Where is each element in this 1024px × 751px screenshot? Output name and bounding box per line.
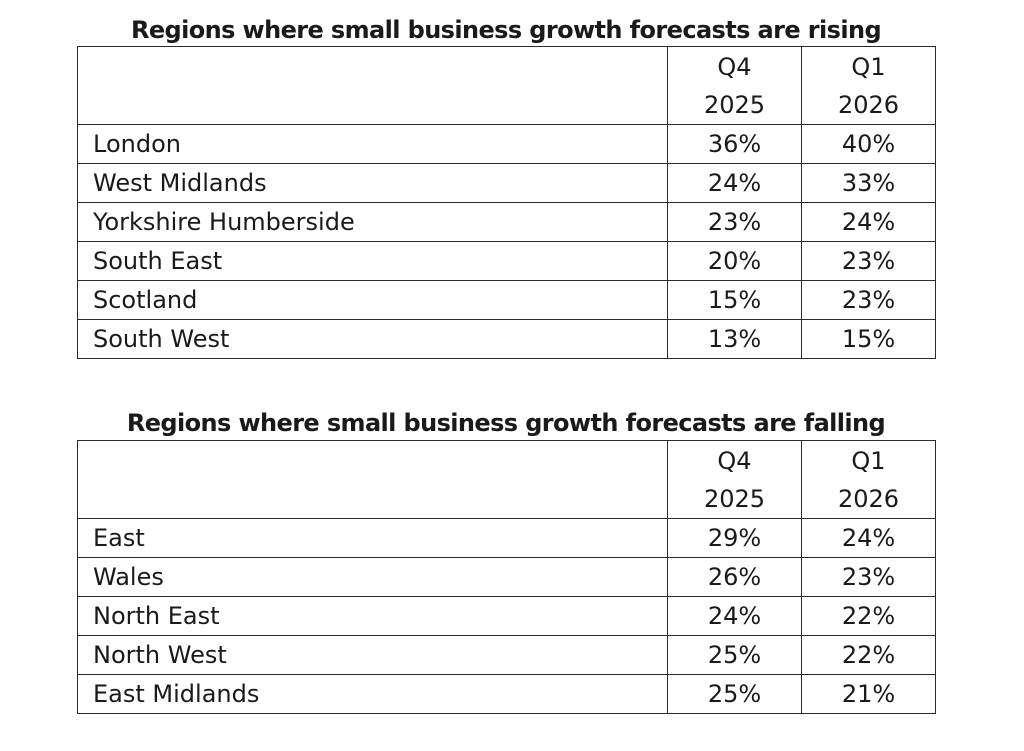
table-row: West Midlands 24% 33% <box>77 163 936 203</box>
q1-2026-value: 24% <box>801 518 936 558</box>
q1-2026-header: Q1 2026 <box>801 440 936 519</box>
q1-2026-value: 15% <box>801 319 936 359</box>
q4-2025-value: 24% <box>667 163 802 203</box>
q4-2025-value: 36% <box>667 124 802 164</box>
falling-forecasts-table: Q4 2025 Q1 2026 East 29% 24% Wales 26% 2… <box>77 440 936 714</box>
q4-2025-value: 13% <box>667 319 802 359</box>
q4-2025-value: 25% <box>667 635 802 675</box>
column-year: 2025 <box>703 484 766 513</box>
column-year: 2025 <box>703 90 766 119</box>
region-name: Wales <box>77 557 668 597</box>
q1-2026-value: 33% <box>801 163 936 203</box>
table-row: Wales 26% 23% <box>77 557 936 597</box>
region-name: Yorkshire Humberside <box>77 202 668 242</box>
table-row: Yorkshire Humberside 23% 24% <box>77 202 936 242</box>
table-row: London 36% 40% <box>77 124 936 164</box>
region-name: London <box>77 124 668 164</box>
column-period: Q1 <box>851 52 886 81</box>
table-row: North East 24% 22% <box>77 596 936 636</box>
table-row: East Midlands 25% 21% <box>77 674 936 714</box>
table-row: South West 13% 15% <box>77 319 936 359</box>
region-name: West Midlands <box>77 163 668 203</box>
region-name: East <box>77 518 668 558</box>
q1-2026-value: 23% <box>801 557 936 597</box>
q4-2025-value: 24% <box>667 596 802 636</box>
region-header-cell <box>77 440 668 519</box>
q4-2025-value: 25% <box>667 674 802 714</box>
region-name: South East <box>77 241 668 281</box>
q1-2026-header: Q1 2026 <box>801 46 936 125</box>
table-header-row: Q4 2025 Q1 2026 <box>77 440 936 519</box>
region-name: North West <box>77 635 668 675</box>
region-name: East Midlands <box>77 674 668 714</box>
falling-table-title: Regions where small business growth fore… <box>126 409 886 437</box>
q1-2026-value: 40% <box>801 124 936 164</box>
q4-2025-value: 26% <box>667 557 802 597</box>
column-year: 2026 <box>837 484 900 513</box>
region-header-cell <box>77 46 668 125</box>
q1-2026-value: 21% <box>801 674 936 714</box>
q4-2025-value: 15% <box>667 280 802 320</box>
q1-2026-value: 23% <box>801 241 936 281</box>
column-period: Q4 <box>717 52 752 81</box>
q4-2025-value: 29% <box>667 518 802 558</box>
rising-table-title: Regions where small business growth fore… <box>130 16 882 44</box>
q1-2026-value: 24% <box>801 202 936 242</box>
column-year: 2026 <box>837 90 900 119</box>
q4-2025-header: Q4 2025 <box>667 46 802 125</box>
q1-2026-value: 22% <box>801 596 936 636</box>
rising-forecasts-section: Regions where small business growth fore… <box>77 14 936 359</box>
column-period: Q4 <box>717 446 752 475</box>
q1-2026-value: 23% <box>801 280 936 320</box>
q4-2025-value: 23% <box>667 202 802 242</box>
table-row: North West 25% 22% <box>77 635 936 675</box>
rising-forecasts-table: Q4 2025 Q1 2026 London 36% 40% West Midl… <box>77 46 936 359</box>
table-row: South East 20% 23% <box>77 241 936 281</box>
falling-forecasts-section: Regions where small business growth fore… <box>77 407 936 714</box>
q1-2026-value: 22% <box>801 635 936 675</box>
table-header-row: Q4 2025 Q1 2026 <box>77 46 936 125</box>
q4-2025-value: 20% <box>667 241 802 281</box>
table-row: Scotland 15% 23% <box>77 280 936 320</box>
table-row: East 29% 24% <box>77 518 936 558</box>
region-name: North East <box>77 596 668 636</box>
region-name: South West <box>77 319 668 359</box>
region-name: Scotland <box>77 280 668 320</box>
column-period: Q1 <box>851 446 886 475</box>
q4-2025-header: Q4 2025 <box>667 440 802 519</box>
